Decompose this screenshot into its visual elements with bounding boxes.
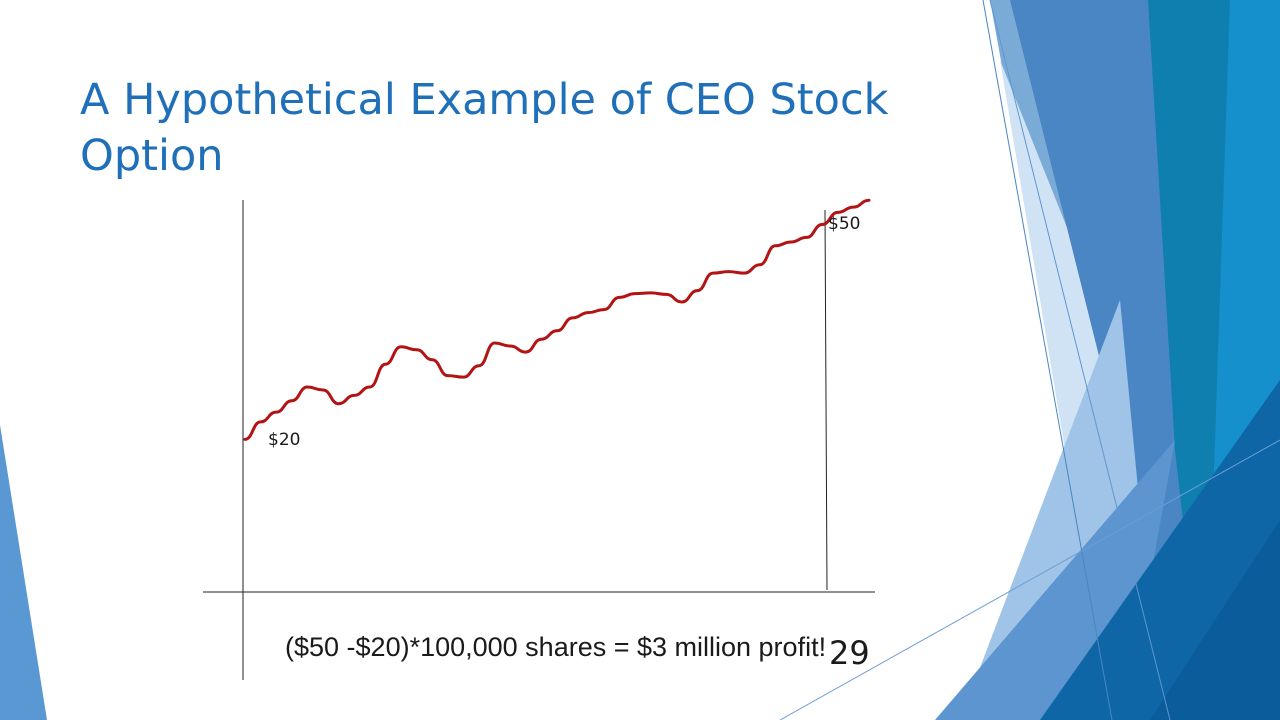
stock-price-line: [243, 198, 871, 441]
exercise-date-line: [824, 209, 828, 591]
end-price-label: $50: [828, 214, 860, 234]
decor-line: [779, 439, 1280, 720]
decor-shard-corner: [1150, 520, 1280, 720]
decor-line: [989, 0, 1171, 720]
profit-caption: ($50 -$20)*100,000 shares = $3 million p…: [285, 632, 827, 662]
slide-title: A Hypothetical Example of CEO Stock Opti…: [80, 75, 889, 181]
slide-number: 29: [829, 634, 870, 672]
decor-shard-left-edge: [0, 425, 47, 720]
decor-line: [982, 0, 1113, 720]
start-price-label: $20: [268, 430, 300, 450]
